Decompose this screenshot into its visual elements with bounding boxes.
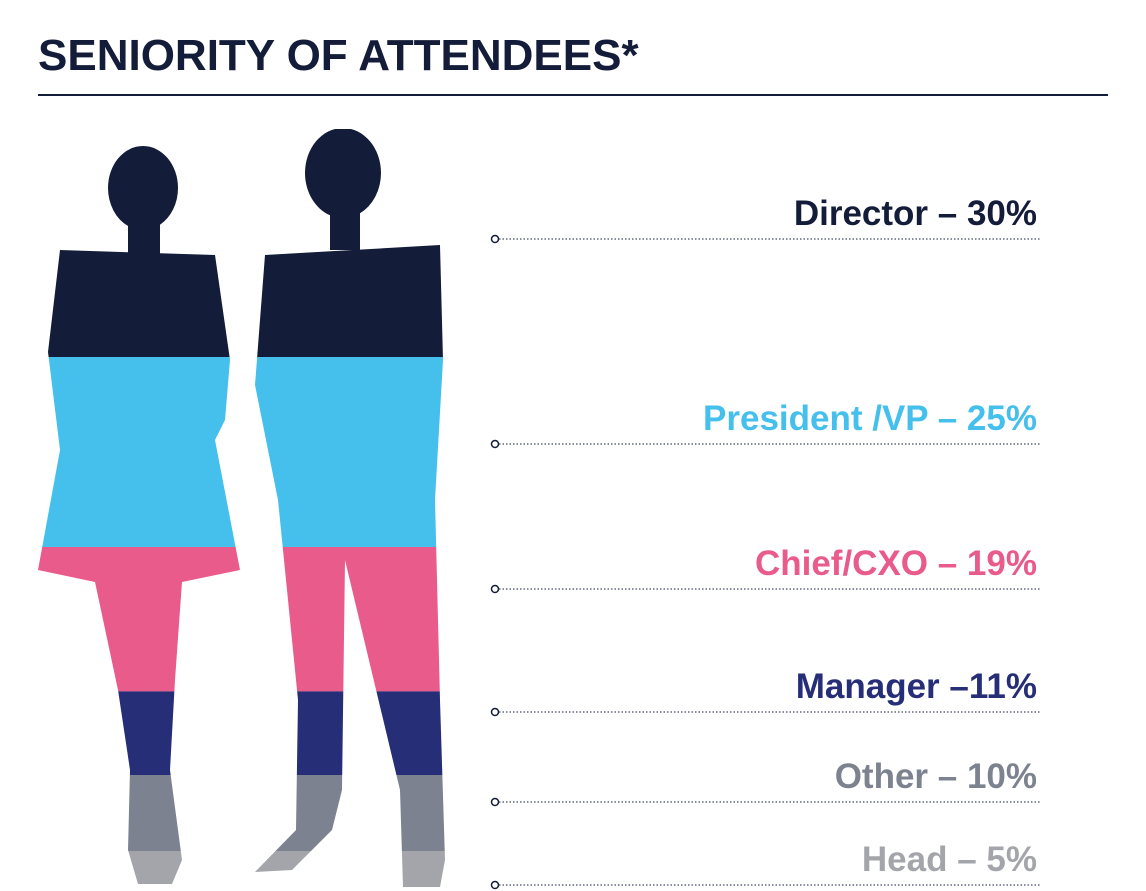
value-label: President /VP – 25%: [703, 399, 1037, 438]
figures: [38, 129, 445, 887]
leader-dot: [490, 797, 500, 807]
band: [38, 357, 445, 547]
leader-dot: [490, 707, 500, 717]
value-label: Director – 30%: [794, 194, 1037, 233]
leader-dot: [490, 880, 500, 890]
leader-dot: [490, 584, 500, 594]
chart-title: SENIORITY OF ATTENDEES*: [38, 31, 639, 80]
band: [38, 775, 445, 851]
leader-dot: [490, 234, 500, 244]
band: [38, 547, 445, 692]
leader-dot: [490, 439, 500, 449]
value-label: Chief/CXO – 19%: [755, 544, 1037, 583]
band: [38, 851, 445, 887]
value-label: Manager –11%: [796, 667, 1037, 706]
value-label: Other – 10%: [835, 757, 1037, 796]
labels: Director – 30% President /VP – 25% Chief/C…: [490, 194, 1040, 890]
band: [38, 129, 445, 357]
band: [38, 691, 445, 775]
value-label: Head – 5%: [862, 840, 1037, 879]
